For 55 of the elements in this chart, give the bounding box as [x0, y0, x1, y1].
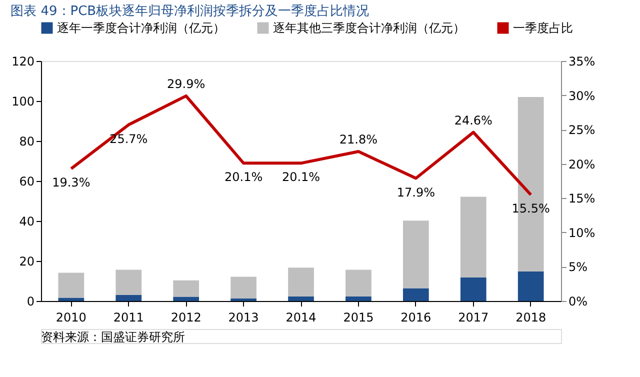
data-label: 15.5% — [512, 202, 550, 216]
bar — [460, 277, 486, 301]
bar — [58, 298, 84, 301]
y-tick-label: 100 — [12, 94, 34, 108]
y2-tick-label: 10% — [568, 226, 596, 240]
y2-tick-label: 20% — [568, 157, 596, 172]
bar — [346, 270, 372, 296]
x-tick-label: 2016 — [400, 310, 432, 324]
y-tick-label: 40 — [19, 214, 34, 228]
legend-label: 一季度占比 — [513, 21, 573, 35]
data-label: 21.8% — [339, 132, 378, 147]
bar — [58, 272, 84, 298]
y-tick-label: 20 — [19, 254, 34, 268]
bar — [460, 196, 486, 278]
bar — [402, 288, 429, 301]
legend-label: 逐年一季度合计净利润（亿元） — [57, 21, 225, 35]
data-label: 20.1% — [224, 170, 263, 184]
y2-tick-label: 15% — [568, 192, 596, 206]
legend-label: 逐年其他三季度合计净利润（亿元） — [273, 21, 465, 35]
y-tick-label: 80 — [19, 134, 34, 148]
y-tick-label: 60 — [19, 174, 34, 188]
bar — [346, 296, 372, 301]
data-label: 19.3% — [52, 176, 90, 190]
bar — [173, 280, 200, 297]
y2-tick-label: 25% — [568, 123, 596, 138]
bar — [402, 220, 429, 288]
x-tick-label: 2015 — [343, 310, 374, 324]
bar — [230, 276, 256, 298]
y-tick-label: 0 — [26, 294, 34, 308]
data-label: 20.1% — [282, 170, 320, 184]
y-tick-label: 120 — [12, 54, 34, 68]
x-tick-label: 2018 — [516, 310, 546, 324]
x-tick-label: 2017 — [458, 310, 489, 324]
y2-tick-label: 5% — [568, 260, 588, 274]
chart-title: 图表 49：PCB板块逐年归母净利润按季拆分及一季度占比情况 — [10, 3, 370, 19]
bar — [116, 295, 142, 301]
x-tick-label: 2011 — [113, 310, 144, 324]
x-tick-label: 2014 — [286, 310, 316, 324]
x-tick-label: 2010 — [56, 310, 86, 324]
data-label: 24.6% — [454, 113, 492, 128]
bar — [173, 296, 200, 301]
bar — [116, 270, 142, 295]
data-label: 25.7% — [110, 132, 148, 146]
bar — [518, 271, 544, 301]
y2-tick-label: 35% — [568, 54, 596, 68]
x-tick-label: 2013 — [228, 310, 259, 324]
data-label: 29.9% — [167, 76, 206, 91]
text: 资料来源：国盛证券研究所 — [41, 330, 185, 344]
bar — [288, 296, 314, 301]
y2-tick-label: 0% — [568, 294, 588, 308]
x-tick-label: 2012 — [170, 310, 202, 324]
data-label: 17.9% — [396, 185, 435, 200]
y2-tick-label: 30% — [568, 88, 596, 103]
bar — [288, 268, 314, 296]
bar — [230, 298, 256, 301]
